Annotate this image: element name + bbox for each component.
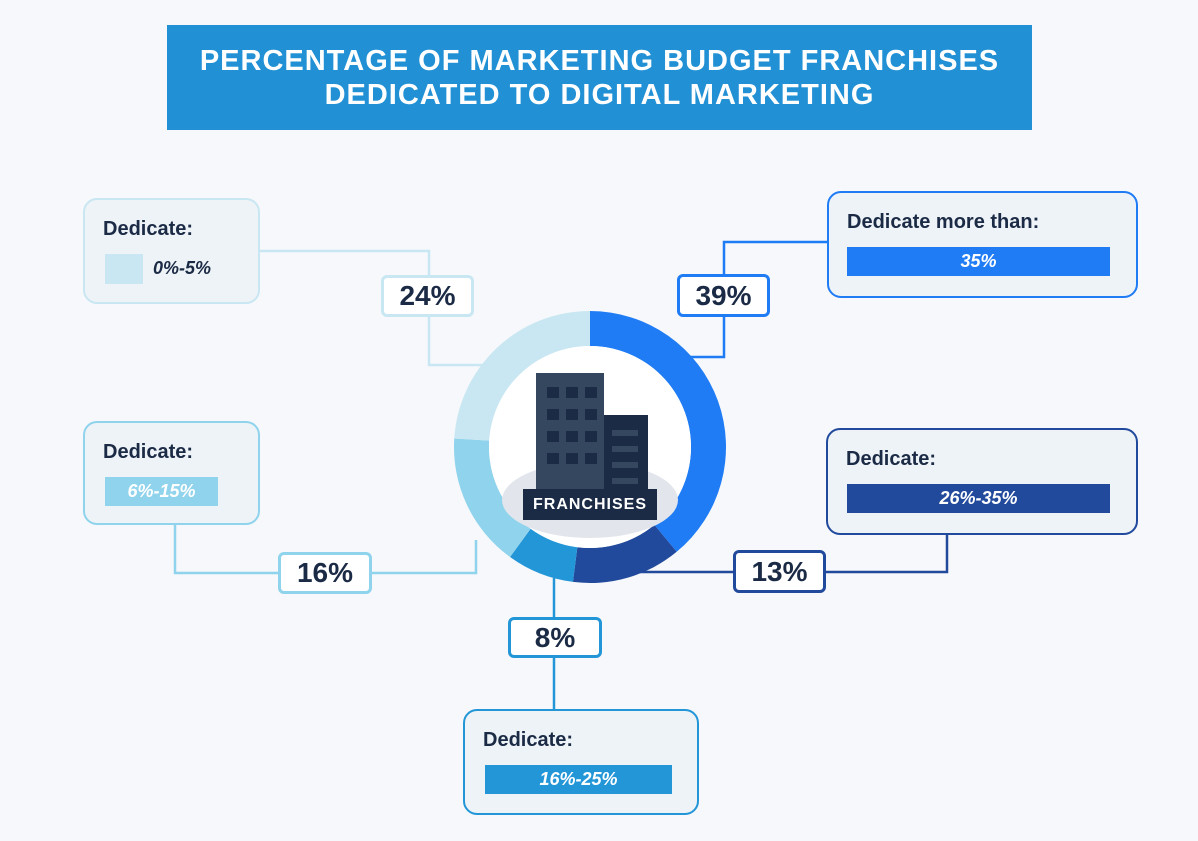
title-line-1: PERCENTAGE OF MARKETING BUDGET FRANCHISE… bbox=[199, 44, 1000, 77]
pct-label-r26_35: 13% bbox=[733, 550, 826, 593]
range-bar-r0_5: 0%-5% bbox=[153, 258, 212, 278]
range-bar-more35: 35% bbox=[847, 247, 1110, 276]
building-icon bbox=[536, 373, 648, 494]
chart-title: PERCENTAGE OF MARKETING BUDGET FRANCHISE… bbox=[167, 25, 1032, 130]
card-r6_15: Dedicate: 6%-15% bbox=[83, 421, 260, 525]
slice-more35 bbox=[590, 311, 726, 552]
card-title: Dedicate more than: bbox=[847, 211, 1040, 233]
range-bar-r26_35: 26%-35% bbox=[847, 484, 1110, 513]
card-more35: Dedicate more than: 35% bbox=[827, 191, 1138, 298]
card-title: Dedicate: bbox=[483, 729, 574, 751]
slice-r6_15 bbox=[454, 438, 531, 558]
pct-label-r6_15: 16% bbox=[278, 552, 372, 594]
range-bar-r6_15: 6%-15% bbox=[105, 477, 218, 506]
card-title: Dedicate: bbox=[103, 218, 194, 240]
card-r26_35: Dedicate: 26%-35% bbox=[826, 428, 1138, 535]
slice-r16_25 bbox=[510, 528, 578, 582]
card-title: Dedicate: bbox=[103, 441, 194, 463]
card-r16_25: Dedicate: 16%-25% bbox=[463, 709, 699, 815]
title-line-2: DEDICATED TO DIGITAL MARKETING bbox=[324, 78, 875, 111]
pct-label-r0_5: 24% bbox=[381, 275, 474, 317]
slice-r0_5 bbox=[454, 311, 590, 441]
pct-label-r16_25: 8% bbox=[508, 617, 602, 658]
swatch-r0_5 bbox=[105, 254, 143, 284]
center-label: FRANCHISES bbox=[523, 489, 657, 520]
card-title: Dedicate: bbox=[846, 448, 937, 470]
slice-r26_35 bbox=[572, 524, 677, 584]
range-bar-r16_25: 16%-25% bbox=[485, 765, 672, 794]
card-r0_5: Dedicate: 0%-5% bbox=[83, 198, 260, 304]
pct-label-more35: 39% bbox=[677, 274, 770, 317]
